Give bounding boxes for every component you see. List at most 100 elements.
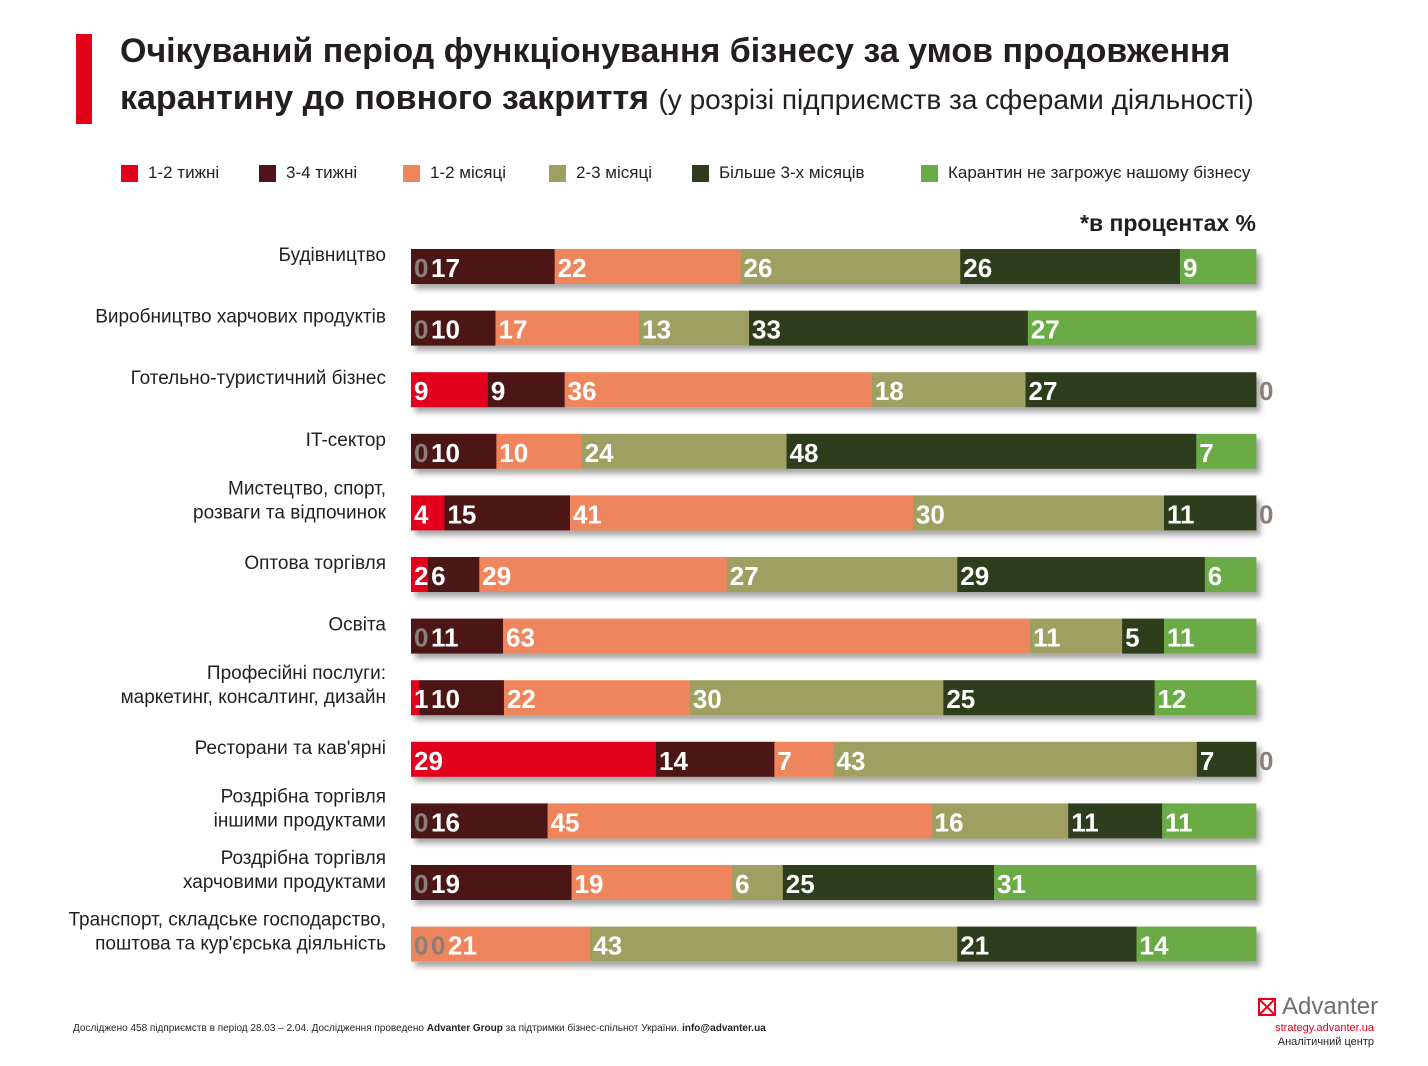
brand-url[interactable]: strategy.advanter.ua [1275, 1022, 1374, 1034]
value-label: 13 [642, 315, 671, 345]
value-label: 0 [414, 931, 428, 961]
bar-segment [503, 680, 691, 716]
legend-label: 2-3 місяці [576, 163, 652, 182]
bar-segment [487, 372, 566, 408]
bar-segment [957, 926, 1137, 962]
bar-segment [411, 865, 572, 900]
category-label: Роздрібна торгівля [221, 786, 386, 807]
value-label: 36 [568, 376, 597, 406]
value-label: 0 [414, 807, 428, 837]
value-label: 10 [431, 684, 460, 714]
legend-label: Більше 3-х місяців [719, 163, 865, 182]
bar-segment [564, 372, 873, 408]
value-label: 7 [1199, 438, 1213, 468]
value-label: 21 [960, 931, 989, 961]
value-label: 14 [1140, 931, 1169, 961]
brand-center: Аналітичний центр [1277, 1036, 1374, 1048]
value-label: 11 [431, 623, 459, 653]
value-label: 10 [499, 438, 528, 468]
bar-row [411, 557, 1257, 592]
bar-segment [1196, 433, 1257, 469]
footer-org: Advanter Group [426, 1023, 503, 1034]
brand-logo: Advanter [1258, 994, 1398, 1020]
value-label: 11 [1071, 807, 1099, 837]
bar-segment [411, 803, 548, 839]
bar-row [411, 680, 1257, 716]
value-label: 5 [1125, 623, 1139, 653]
legend: 1-2 тижні 3-4 тижні 1-2 місяці 2-3 місяці Бі… [121, 163, 1401, 187]
value-label: 48 [790, 438, 819, 468]
brand-block: Advanter strategy.advanter.ua Аналітични… [1258, 994, 1398, 1048]
unit-note: *в процентах % [1080, 210, 1256, 236]
bar-segment [479, 557, 728, 592]
value-label: 14 [659, 746, 688, 776]
bar-row [411, 372, 1257, 408]
bar-row [411, 433, 1257, 469]
legend-swatch [403, 164, 420, 182]
bar-segment [656, 741, 775, 777]
value-label: 10 [431, 438, 460, 468]
value-label: 25 [786, 869, 815, 899]
footer-note: Досліджено 458 підприємств в період 28.0… [73, 1023, 766, 1034]
legend-item-6: Карантин не загрожує нашому бізнесу [921, 163, 1250, 183]
chart-title: Очікуваний період функціонування бізнесу… [120, 28, 1400, 123]
value-label: 1 [414, 684, 428, 714]
value-label: 21 [448, 931, 477, 961]
value-label: 45 [551, 807, 580, 837]
legend-label: 3-4 тижні [286, 163, 358, 182]
value-label: 25 [946, 684, 975, 714]
value-label: 29 [482, 561, 511, 591]
title-accent-bar [76, 34, 92, 124]
value-label: 0 [431, 931, 445, 961]
value-label: 9 [1183, 253, 1197, 283]
bar-segment [749, 310, 1029, 346]
bar-segment [411, 310, 496, 346]
value-label: 6 [431, 561, 445, 591]
value-label: 7 [1200, 746, 1214, 776]
value-label: 19 [575, 869, 604, 899]
bar-segment [411, 741, 657, 777]
bar-segment [411, 495, 445, 531]
value-label: 29 [414, 746, 443, 776]
footer-text-after: за підтримки бізнес-спільнот України. [505, 1023, 680, 1034]
bar-segment [726, 557, 958, 592]
bar-segment [554, 249, 741, 284]
bar-segment [1027, 310, 1257, 346]
bar-segment [774, 741, 834, 777]
bar-segment [411, 557, 429, 592]
value-label: 26 [744, 253, 773, 283]
bar-segment [689, 680, 944, 716]
value-label: 9 [414, 376, 428, 406]
value-label: 18 [875, 376, 904, 406]
bar-segment [957, 557, 1206, 592]
bar-segment [495, 310, 640, 346]
category-label: Мистецтво, спорт, [228, 478, 386, 499]
legend-swatch [921, 164, 938, 182]
value-label: 0 [414, 253, 428, 283]
bar-segment [1025, 372, 1257, 408]
title-main: Очікуваний період функціонування бізнесу… [120, 32, 1231, 117]
bar-segment [639, 310, 750, 346]
value-label: 0 [414, 315, 428, 345]
category-label: Освіта [328, 615, 386, 636]
bar-row [411, 618, 1257, 654]
legend-item-3: 1-2 місяці [403, 163, 506, 183]
legend-swatch [549, 164, 566, 182]
legend-item-5: Більше 3-х місяців [692, 163, 865, 183]
footer-email[interactable]: info@advanter.ua [682, 1023, 766, 1034]
value-label: 30 [693, 684, 722, 714]
bar-segment [444, 495, 571, 531]
value-label: 27 [1029, 376, 1058, 406]
bar-segment [590, 926, 958, 962]
category-label: іншими продуктами [214, 810, 386, 831]
value-label: 11 [1165, 807, 1193, 837]
bar-segment [411, 926, 591, 962]
category-label: Транспорт, складське господарство, [68, 910, 386, 931]
value-label: 17 [499, 315, 528, 345]
value-label: 29 [960, 561, 989, 591]
legend-item-2: 3-4 тижні [259, 163, 357, 183]
value-label: 17 [431, 253, 460, 283]
bar-segment [1163, 618, 1257, 654]
value-label: 6 [1208, 561, 1222, 591]
